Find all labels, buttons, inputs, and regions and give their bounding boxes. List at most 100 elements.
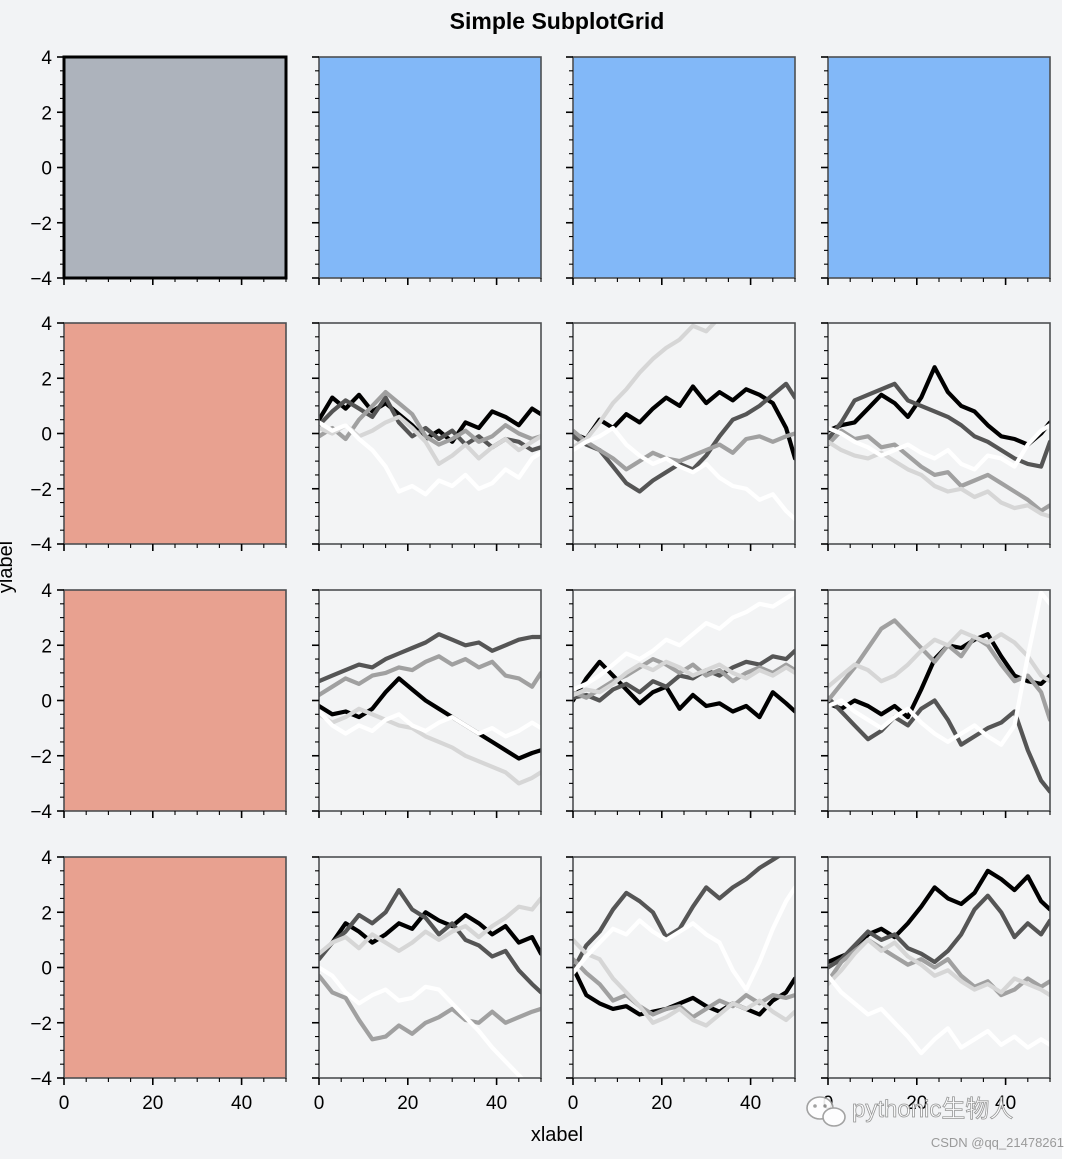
y-tick-label: −2 <box>30 747 52 768</box>
subplot-r2c1 <box>312 589 542 818</box>
y-tick-label: 4 <box>41 48 52 69</box>
y-tick-label: 4 <box>41 581 52 602</box>
subplot-background <box>828 57 1050 278</box>
y-tick-label: −4 <box>30 1069 52 1090</box>
subplot-background <box>319 57 541 278</box>
y-tick-label: 2 <box>41 103 52 124</box>
series-group <box>828 868 1050 1056</box>
x-tick-label: 0 <box>568 1093 579 1114</box>
series-line-4 <box>828 973 1050 1056</box>
series-line-4 <box>319 709 541 739</box>
series-line-3 <box>319 896 541 956</box>
series-line-1 <box>319 887 541 995</box>
x-tick-label: 40 <box>995 1093 1016 1114</box>
series-line-0 <box>319 910 541 959</box>
y-tick-label: 0 <box>41 692 52 713</box>
y-tick-label: 0 <box>41 425 52 446</box>
series-line-0 <box>573 384 795 461</box>
series-line-1 <box>573 381 795 494</box>
series-line-3 <box>828 439 1050 519</box>
subplot-r3c2: 0 20 40 <box>566 856 796 1114</box>
x-axis-label: xlabel <box>531 1124 583 1146</box>
subplot-background <box>64 590 286 811</box>
series-line-1 <box>319 632 541 684</box>
y-tick-label: −2 <box>30 214 52 235</box>
series-line-3 <box>573 659 795 698</box>
series-line-3 <box>573 323 718 450</box>
series-line-4 <box>573 885 795 992</box>
y-axis-label: ylabel <box>0 541 17 593</box>
y-tick-label: 2 <box>41 636 52 657</box>
series-line-2 <box>319 654 541 698</box>
subplot-r1c1 <box>312 322 542 551</box>
series-line-1 <box>573 648 795 703</box>
subplot-background <box>828 323 1050 544</box>
series-line-1 <box>828 893 1050 970</box>
series-line-0 <box>319 676 541 761</box>
y-tick-label: 0 <box>41 959 52 980</box>
y-tick-label: −4 <box>30 535 52 556</box>
series-line-4 <box>319 420 541 497</box>
series-line-4 <box>573 590 795 692</box>
y-tick-label: 2 <box>41 369 52 390</box>
series-line-3 <box>573 937 795 1028</box>
series-line-1 <box>573 857 782 973</box>
y-tick-label: −2 <box>30 1014 52 1035</box>
subplot-background <box>319 590 541 811</box>
subplot-background <box>828 857 1050 1078</box>
x-tick-label: 20 <box>142 1093 163 1114</box>
watermark-text: pythonic生物人 <box>852 1096 1013 1123</box>
series-line-0 <box>573 659 795 720</box>
series-line-3 <box>828 937 1050 998</box>
subplot-r1c0: −4 −2 0 2 4 <box>30 314 287 556</box>
x-tick-label: 20 <box>906 1093 927 1114</box>
series-line-0 <box>828 365 1050 447</box>
page-margin <box>1062 0 1080 1159</box>
y-tick-label: −4 <box>30 269 52 290</box>
x-tick-label: 40 <box>231 1093 252 1114</box>
subplot-r1c3 <box>821 322 1051 551</box>
series-line-3 <box>319 706 541 786</box>
series-line-4 <box>828 423 1050 472</box>
series-line-4 <box>319 965 525 1078</box>
series-group <box>573 857 795 1028</box>
series-group <box>319 632 541 786</box>
series-line-4 <box>573 425 795 522</box>
figure-title: Simple SubplotGrid <box>450 8 665 34</box>
subplot-r3c1: 0 20 40 <box>312 856 542 1114</box>
x-tick-label: 0 <box>314 1093 325 1114</box>
subplot-background <box>64 57 286 278</box>
subplot-r2c2 <box>566 589 796 818</box>
subplot-r0c3 <box>821 56 1051 285</box>
x-tick-label: 40 <box>740 1093 761 1114</box>
y-tick-label: 4 <box>41 314 52 335</box>
subplot-background <box>64 323 286 544</box>
series-line-0 <box>573 965 795 1017</box>
subplot-background <box>573 323 795 544</box>
series-line-2 <box>573 428 795 472</box>
subplot-r0c1 <box>312 56 542 285</box>
y-tick-label: −2 <box>30 480 52 501</box>
subplot-background <box>573 590 795 811</box>
series-line-3 <box>828 629 1050 689</box>
series-group <box>573 590 795 720</box>
subplot-background <box>64 857 286 1078</box>
credit-text: CSDN @qq_21478261 <box>931 1135 1064 1150</box>
x-tick-label: 20 <box>397 1093 418 1114</box>
subplot-background <box>573 57 795 278</box>
subplot-r0c2 <box>566 56 796 285</box>
series-line-2 <box>319 973 541 1042</box>
series-line-0 <box>828 868 1050 965</box>
y-tick-label: −4 <box>30 802 52 823</box>
series-group <box>319 390 541 497</box>
series-line-2 <box>573 656 795 700</box>
series-line-2 <box>828 428 1050 513</box>
x-tick-label: 20 <box>651 1093 672 1114</box>
subplot-r2c3 <box>821 589 1051 818</box>
series-line-2 <box>319 390 541 447</box>
subplot-r1c2 <box>566 322 796 551</box>
